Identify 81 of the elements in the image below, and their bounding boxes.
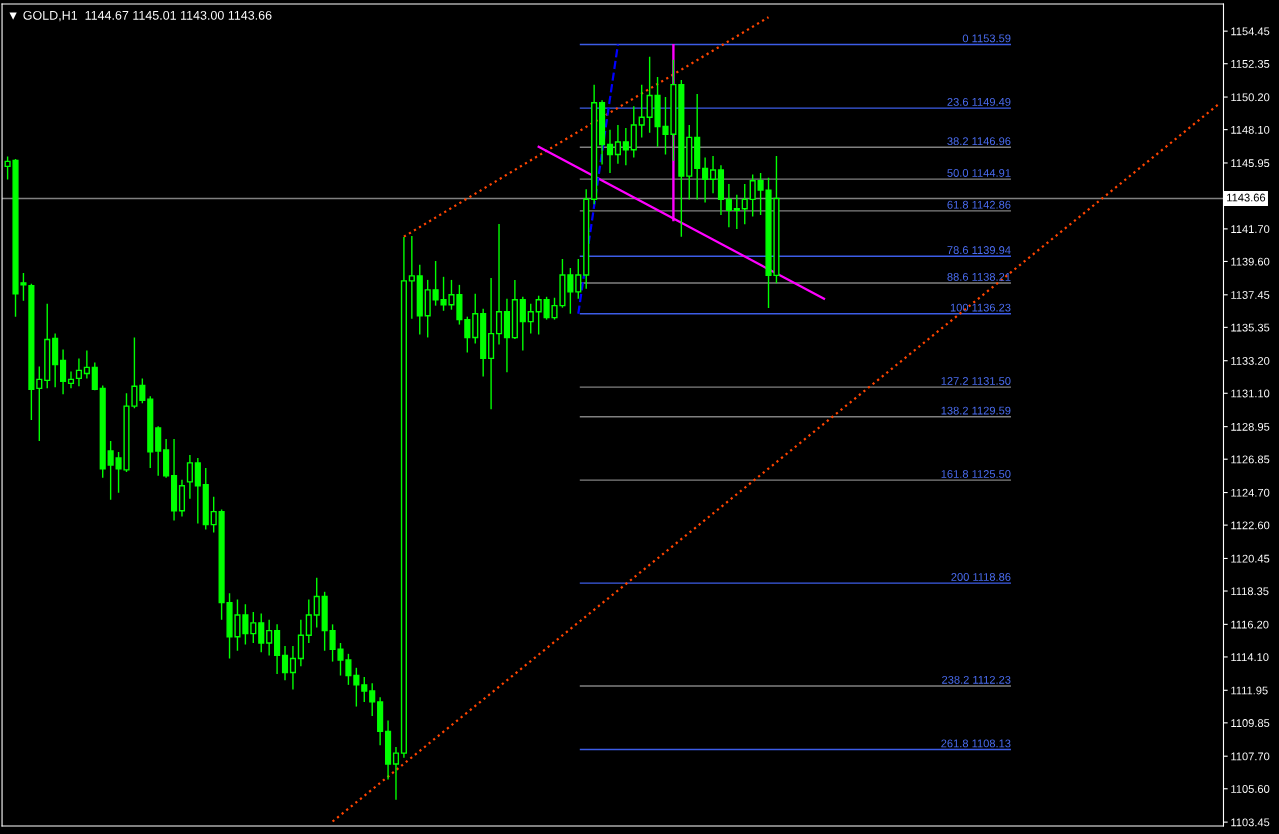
candlestick <box>91 361 98 392</box>
candlestick <box>155 425 162 477</box>
candlestick <box>36 365 43 442</box>
candlestick <box>638 83 645 139</box>
y-tick-label: 1154.45 <box>1231 27 1270 36</box>
candlestick <box>250 611 257 644</box>
candlestick <box>622 127 629 166</box>
ref-line-label: 127.2 1131.50 <box>941 377 1011 385</box>
candlestick <box>83 349 90 380</box>
candlestick <box>75 357 83 388</box>
candlestick <box>472 293 479 345</box>
candlestick <box>281 645 289 681</box>
candlestick <box>186 454 193 500</box>
ref-line-label: 138.2 1129.59 <box>941 406 1011 415</box>
y-tick-label: 1148.10 <box>1231 125 1270 134</box>
candlestick <box>519 296 526 352</box>
candlestick <box>297 619 304 667</box>
ref-line-label: 23.6 1149.49 <box>947 98 1011 106</box>
y-tick-label: 1114.10 <box>1231 653 1269 662</box>
candlestick <box>392 746 400 801</box>
candlestick <box>464 315 471 354</box>
y-tick-label: 1120.45 <box>1231 554 1270 563</box>
chart-title: ▼ GOLD,H1 1144.67 1145.01 1143.00 1143.66 <box>9 10 272 22</box>
ref-line-label: 238.2 1112.23 <box>942 675 1011 684</box>
y-tick-label: 1135.35 <box>1231 323 1270 332</box>
candlestick <box>194 457 201 525</box>
y-tick-label: 1145.95 <box>1231 159 1270 168</box>
candlestick <box>258 612 265 653</box>
candlestick <box>535 295 542 336</box>
y-tick-label: 1131.10 <box>1231 389 1270 398</box>
y-tick-label: 1152.35 <box>1231 59 1270 68</box>
y-tick-label: 1103.45 <box>1231 818 1270 827</box>
ref-line-label: 100 1136.23 <box>950 303 1011 312</box>
candlestick <box>353 667 360 708</box>
candlestick <box>575 258 582 300</box>
candlestick <box>305 598 312 644</box>
y-tick-label: 1105.60 <box>1231 785 1270 793</box>
y-tick-label: 1150.20 <box>1231 93 1270 102</box>
y-tick-label: 1128.95 <box>1231 422 1270 431</box>
ref-line-label: 50.0 1144.91 <box>947 169 1011 177</box>
y-tick-label: 1126.85 <box>1231 455 1270 464</box>
candlestick <box>369 682 376 717</box>
candlestick <box>749 173 756 218</box>
candlestick <box>289 645 297 691</box>
y-tick-label: 1111.95 <box>1231 686 1268 695</box>
y-tick-label: 1116.20 <box>1231 620 1269 629</box>
ref-line-label: 1143.66 <box>1227 193 1266 202</box>
ref-line-label: 200 1118.86 <box>951 573 1011 581</box>
candlestick <box>606 128 614 174</box>
candlestick <box>361 676 368 703</box>
candlestick <box>210 496 217 534</box>
ref-line-label: 78.6 1139.94 <box>947 246 1011 254</box>
candlestick <box>614 124 621 165</box>
ref-line-label: 261.8 1108.13 <box>941 739 1011 748</box>
candlestick <box>408 235 415 320</box>
candlestick <box>313 577 320 629</box>
candlestick <box>67 370 75 390</box>
y-tick-label: 1139.60 <box>1231 257 1270 266</box>
y-tick-label: 1133.20 <box>1231 356 1270 365</box>
candlestick <box>702 156 709 204</box>
ref-line-label: 161.8 1125.50 <box>941 470 1011 478</box>
candlestick <box>733 194 740 230</box>
candlestick <box>495 223 503 346</box>
candlestick <box>266 619 273 657</box>
y-tick-label: 1109.85 <box>1231 719 1270 727</box>
candlestick <box>709 155 717 194</box>
candlestick <box>527 303 534 335</box>
candlestick <box>60 348 67 395</box>
y-tick-label: 1124.70 <box>1231 488 1270 497</box>
y-tick-label: 1107.70 <box>1231 752 1270 761</box>
y-tick-label: 1118.35 <box>1231 587 1269 596</box>
y-tick-label: 1122.60 <box>1231 521 1270 530</box>
ref-line-label: 38.2 1146.96 <box>947 137 1011 146</box>
candlestick <box>741 183 748 225</box>
ref-line-label: 88.6 1138.21 <box>947 272 1011 281</box>
y-tick-label: 1137.45 <box>1231 291 1270 299</box>
y-tick-label: 1141.70 <box>1231 225 1270 234</box>
ref-line-label: 0 1153.59 <box>962 34 1011 43</box>
candlestick <box>725 183 732 229</box>
candlestick <box>139 377 146 404</box>
ref-line-label: 61.8 1142.86 <box>947 200 1011 209</box>
